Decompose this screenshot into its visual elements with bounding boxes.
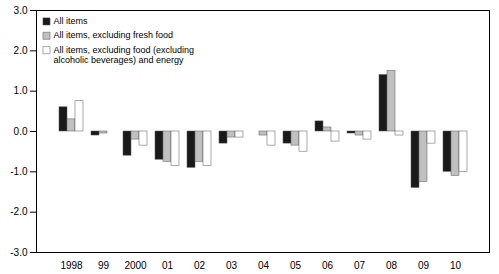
- svg-text:05: 05: [290, 260, 302, 271]
- svg-text:-1.0: -1.0: [10, 166, 28, 177]
- svg-text:1.0: 1.0: [14, 85, 28, 96]
- svg-text:All items, excluding fresh foo: All items, excluding fresh food: [54, 30, 174, 40]
- svg-text:06: 06: [322, 260, 334, 271]
- svg-text:2000: 2000: [124, 260, 147, 271]
- svg-text:0.0: 0.0: [14, 126, 28, 137]
- svg-text:-3.0: -3.0: [10, 247, 28, 258]
- svg-text:All items: All items: [54, 16, 89, 26]
- svg-text:1998: 1998: [60, 260, 83, 271]
- svg-text:08: 08: [386, 260, 398, 271]
- svg-text:10: 10: [450, 260, 462, 271]
- svg-text:-2.0: -2.0: [10, 206, 28, 217]
- svg-text:07: 07: [354, 260, 366, 271]
- svg-text:3.0: 3.0: [14, 5, 28, 16]
- svg-text:01: 01: [162, 260, 174, 271]
- svg-text:03: 03: [226, 260, 238, 271]
- svg-text:09: 09: [418, 260, 430, 271]
- svg-text:02: 02: [194, 260, 206, 271]
- svg-text:04: 04: [258, 260, 270, 271]
- svg-text:2.0: 2.0: [14, 45, 28, 56]
- svg-text:99: 99: [98, 260, 110, 271]
- svg-text:All items, excluding food (exc: All items, excluding food (excludingalco…: [54, 45, 195, 65]
